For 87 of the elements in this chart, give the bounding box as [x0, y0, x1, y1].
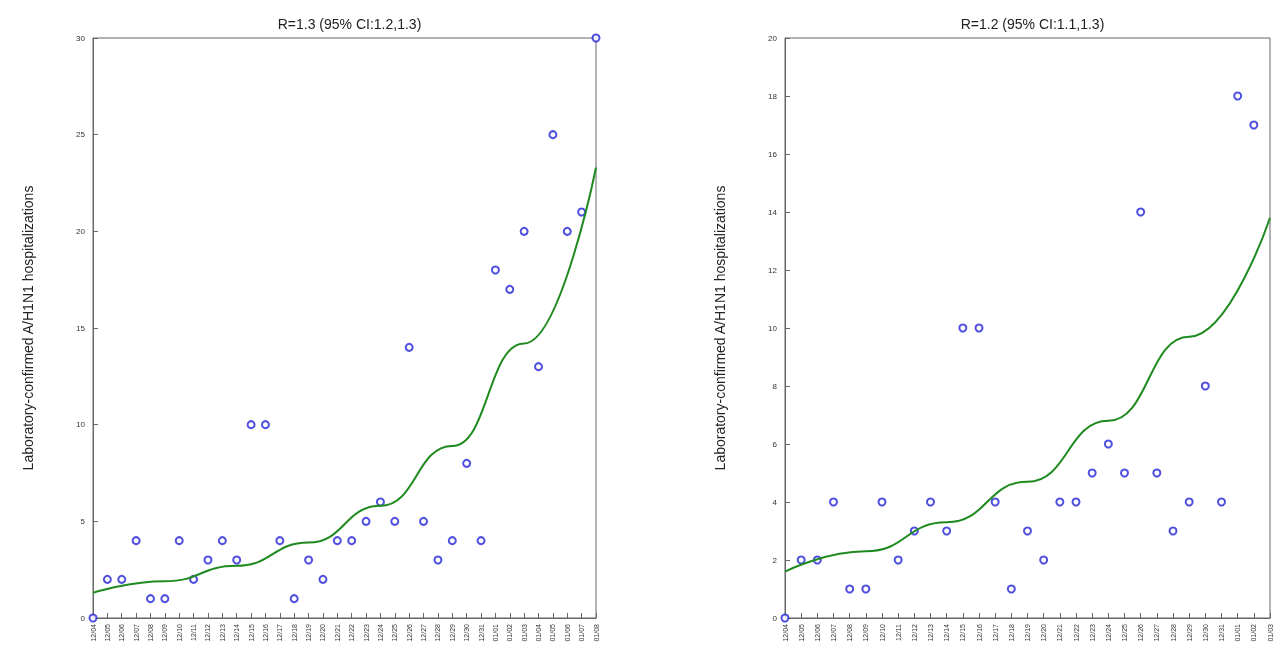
y-tick-label: 0: [80, 613, 86, 623]
point: [893, 555, 903, 565]
point: [505, 284, 515, 294]
point: [942, 526, 952, 536]
point: [1055, 497, 1065, 507]
point: [260, 420, 270, 430]
point: [433, 555, 443, 565]
y-tick-label: 8: [772, 381, 778, 391]
point: [861, 584, 871, 594]
point: [217, 536, 227, 546]
y-tick-label: 5: [80, 516, 86, 526]
y-tick-label: 14: [768, 207, 778, 217]
point: [1152, 468, 1162, 478]
y-tick-label: 0: [772, 613, 778, 623]
point: [476, 536, 486, 546]
point: [1233, 91, 1243, 101]
point: [591, 33, 601, 43]
y-tick-label: 12: [768, 265, 778, 275]
point: [117, 574, 127, 584]
y-axis-title: Laboratory-confirmed A/H1N1 hospitalizations: [20, 185, 36, 471]
point: [534, 362, 544, 372]
point: [926, 497, 935, 507]
point: [1023, 526, 1032, 536]
point: [304, 555, 314, 565]
point: [1249, 120, 1259, 130]
point: [990, 497, 1000, 507]
point: [829, 497, 838, 507]
point: [404, 342, 414, 352]
point: [447, 536, 457, 546]
y-tick-label: 15: [76, 323, 86, 333]
point: [131, 536, 141, 546]
point: [275, 536, 285, 546]
y-tick-label: 10: [768, 323, 778, 333]
point: [877, 497, 887, 507]
point: [289, 594, 299, 604]
point: [361, 516, 371, 526]
point: [390, 516, 400, 526]
y-tick-label: 20: [76, 226, 86, 236]
point: [246, 420, 256, 430]
point: [1184, 497, 1194, 507]
point: [577, 207, 587, 217]
point: [102, 574, 112, 584]
point: [845, 584, 855, 594]
y-tick-label: 4: [772, 497, 778, 507]
y-tick-label: 2: [772, 555, 778, 565]
point: [1006, 584, 1016, 594]
point: [462, 458, 472, 468]
y-tick-label: 16: [768, 149, 778, 159]
point: [1200, 381, 1210, 391]
y-tick-label: 6: [772, 439, 778, 449]
point: [1120, 468, 1129, 478]
point: [1103, 439, 1113, 449]
point: [145, 594, 155, 604]
point: [548, 130, 558, 140]
y-tick-label: 18: [768, 91, 778, 101]
point: [160, 594, 170, 604]
point: [203, 555, 213, 565]
y-tick-label: 25: [76, 130, 86, 140]
chart-title: R=1.2 (95% CI:1.1,1.3): [960, 16, 1105, 32]
point: [1071, 497, 1081, 507]
point: [332, 536, 342, 546]
y-tick-label: 20: [768, 33, 778, 43]
point: [796, 555, 806, 565]
chart-title: R=1.3 (95% CI:1.2,1.3): [277, 16, 422, 32]
point: [974, 323, 984, 333]
point: [780, 613, 790, 623]
point: [419, 516, 429, 526]
point: [1087, 468, 1097, 478]
point: [174, 536, 184, 546]
point: [1217, 497, 1226, 507]
point: [562, 226, 572, 236]
line-series: [784, 216, 1271, 573]
point: [375, 497, 385, 507]
line-series: [92, 166, 597, 594]
y-tick-label: 30: [76, 33, 86, 43]
y-tick-label: 10: [76, 420, 86, 430]
point: [519, 226, 529, 236]
point: [347, 536, 357, 546]
point: [490, 265, 500, 275]
point: [318, 574, 328, 584]
point: [958, 323, 968, 333]
point: [1168, 526, 1178, 536]
point: [88, 613, 98, 623]
point: [1039, 555, 1049, 565]
y-axis-title: Laboratory-confirmed A/H1N1 hospitalizations: [712, 185, 728, 471]
point: [232, 555, 242, 565]
point: [1136, 207, 1146, 217]
